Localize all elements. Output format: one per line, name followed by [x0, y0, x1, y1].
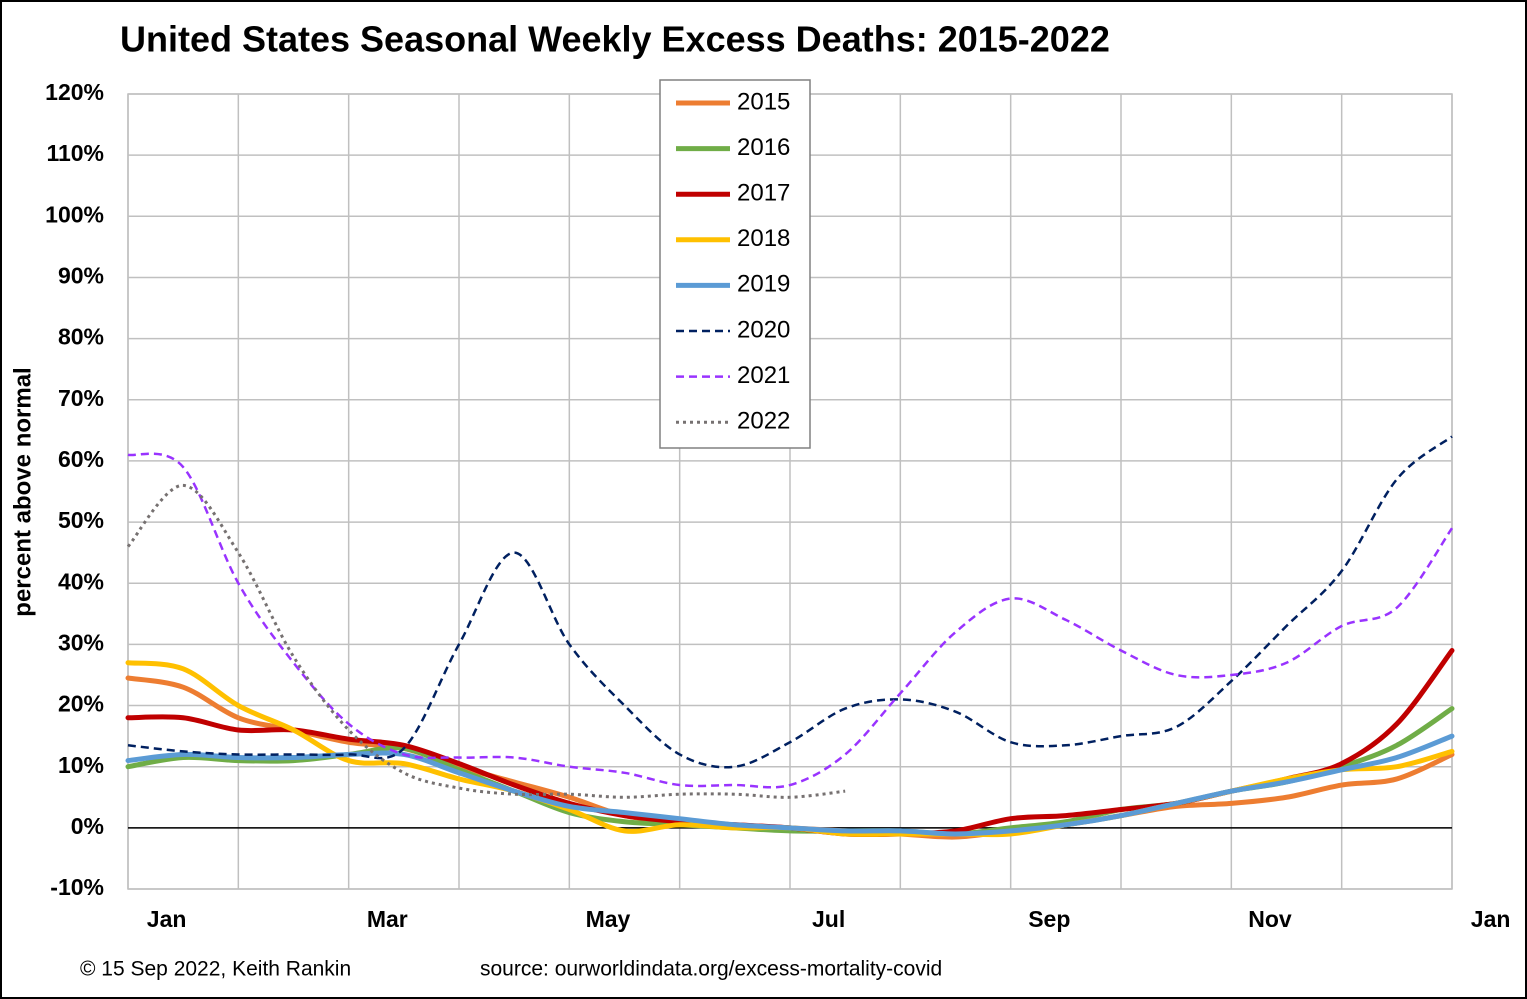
legend-label: 2022 [737, 408, 790, 435]
y-tick-label: 110% [46, 140, 104, 166]
y-tick-label: 0% [71, 813, 104, 839]
x-tick-label: Mar [367, 906, 408, 932]
x-tick-label: Jul [812, 906, 845, 932]
legend-box [659, 79, 811, 449]
legend-label: 2016 [737, 134, 790, 161]
y-tick-label: 100% [45, 201, 104, 227]
legend-label: 2017 [737, 180, 790, 207]
y-tick-label: 10% [58, 752, 104, 778]
x-tick-label: Sep [1028, 906, 1070, 932]
legend-label: 2018 [737, 225, 790, 252]
x-tick-label: Jan [147, 906, 187, 932]
x-tick-label: Nov [1248, 906, 1292, 932]
y-tick-label: 30% [58, 629, 104, 655]
y-tick-label: -10% [50, 874, 104, 900]
source: source: ourworldindata.org/excess-mortal… [480, 958, 942, 981]
legend-label: 2015 [737, 88, 790, 115]
y-tick-label: 60% [58, 446, 104, 472]
y-axis-title: percent above normal [9, 367, 36, 616]
legend-label: 2020 [737, 316, 790, 343]
legend-label: 2019 [737, 271, 790, 298]
y-tick-label: 90% [58, 263, 104, 289]
credit: © 15 Sep 2022, Keith Rankin [80, 958, 351, 981]
series-line [126, 483, 846, 799]
series-line [127, 452, 1454, 789]
y-tick-label: 50% [58, 507, 104, 533]
series-line [127, 435, 1453, 769]
x-tick-label: May [586, 906, 631, 932]
y-tick-label: 20% [58, 691, 104, 717]
y-tick-label: 120% [45, 79, 104, 105]
y-tick-label: 40% [58, 568, 104, 594]
legend-label: 2021 [737, 362, 790, 389]
chart-title: United States Seasonal Weekly Excess Dea… [120, 19, 1110, 60]
y-tick-label: 70% [58, 385, 104, 411]
x-tick-label: Jan [1471, 906, 1511, 932]
y-tick-label: 80% [58, 324, 104, 350]
